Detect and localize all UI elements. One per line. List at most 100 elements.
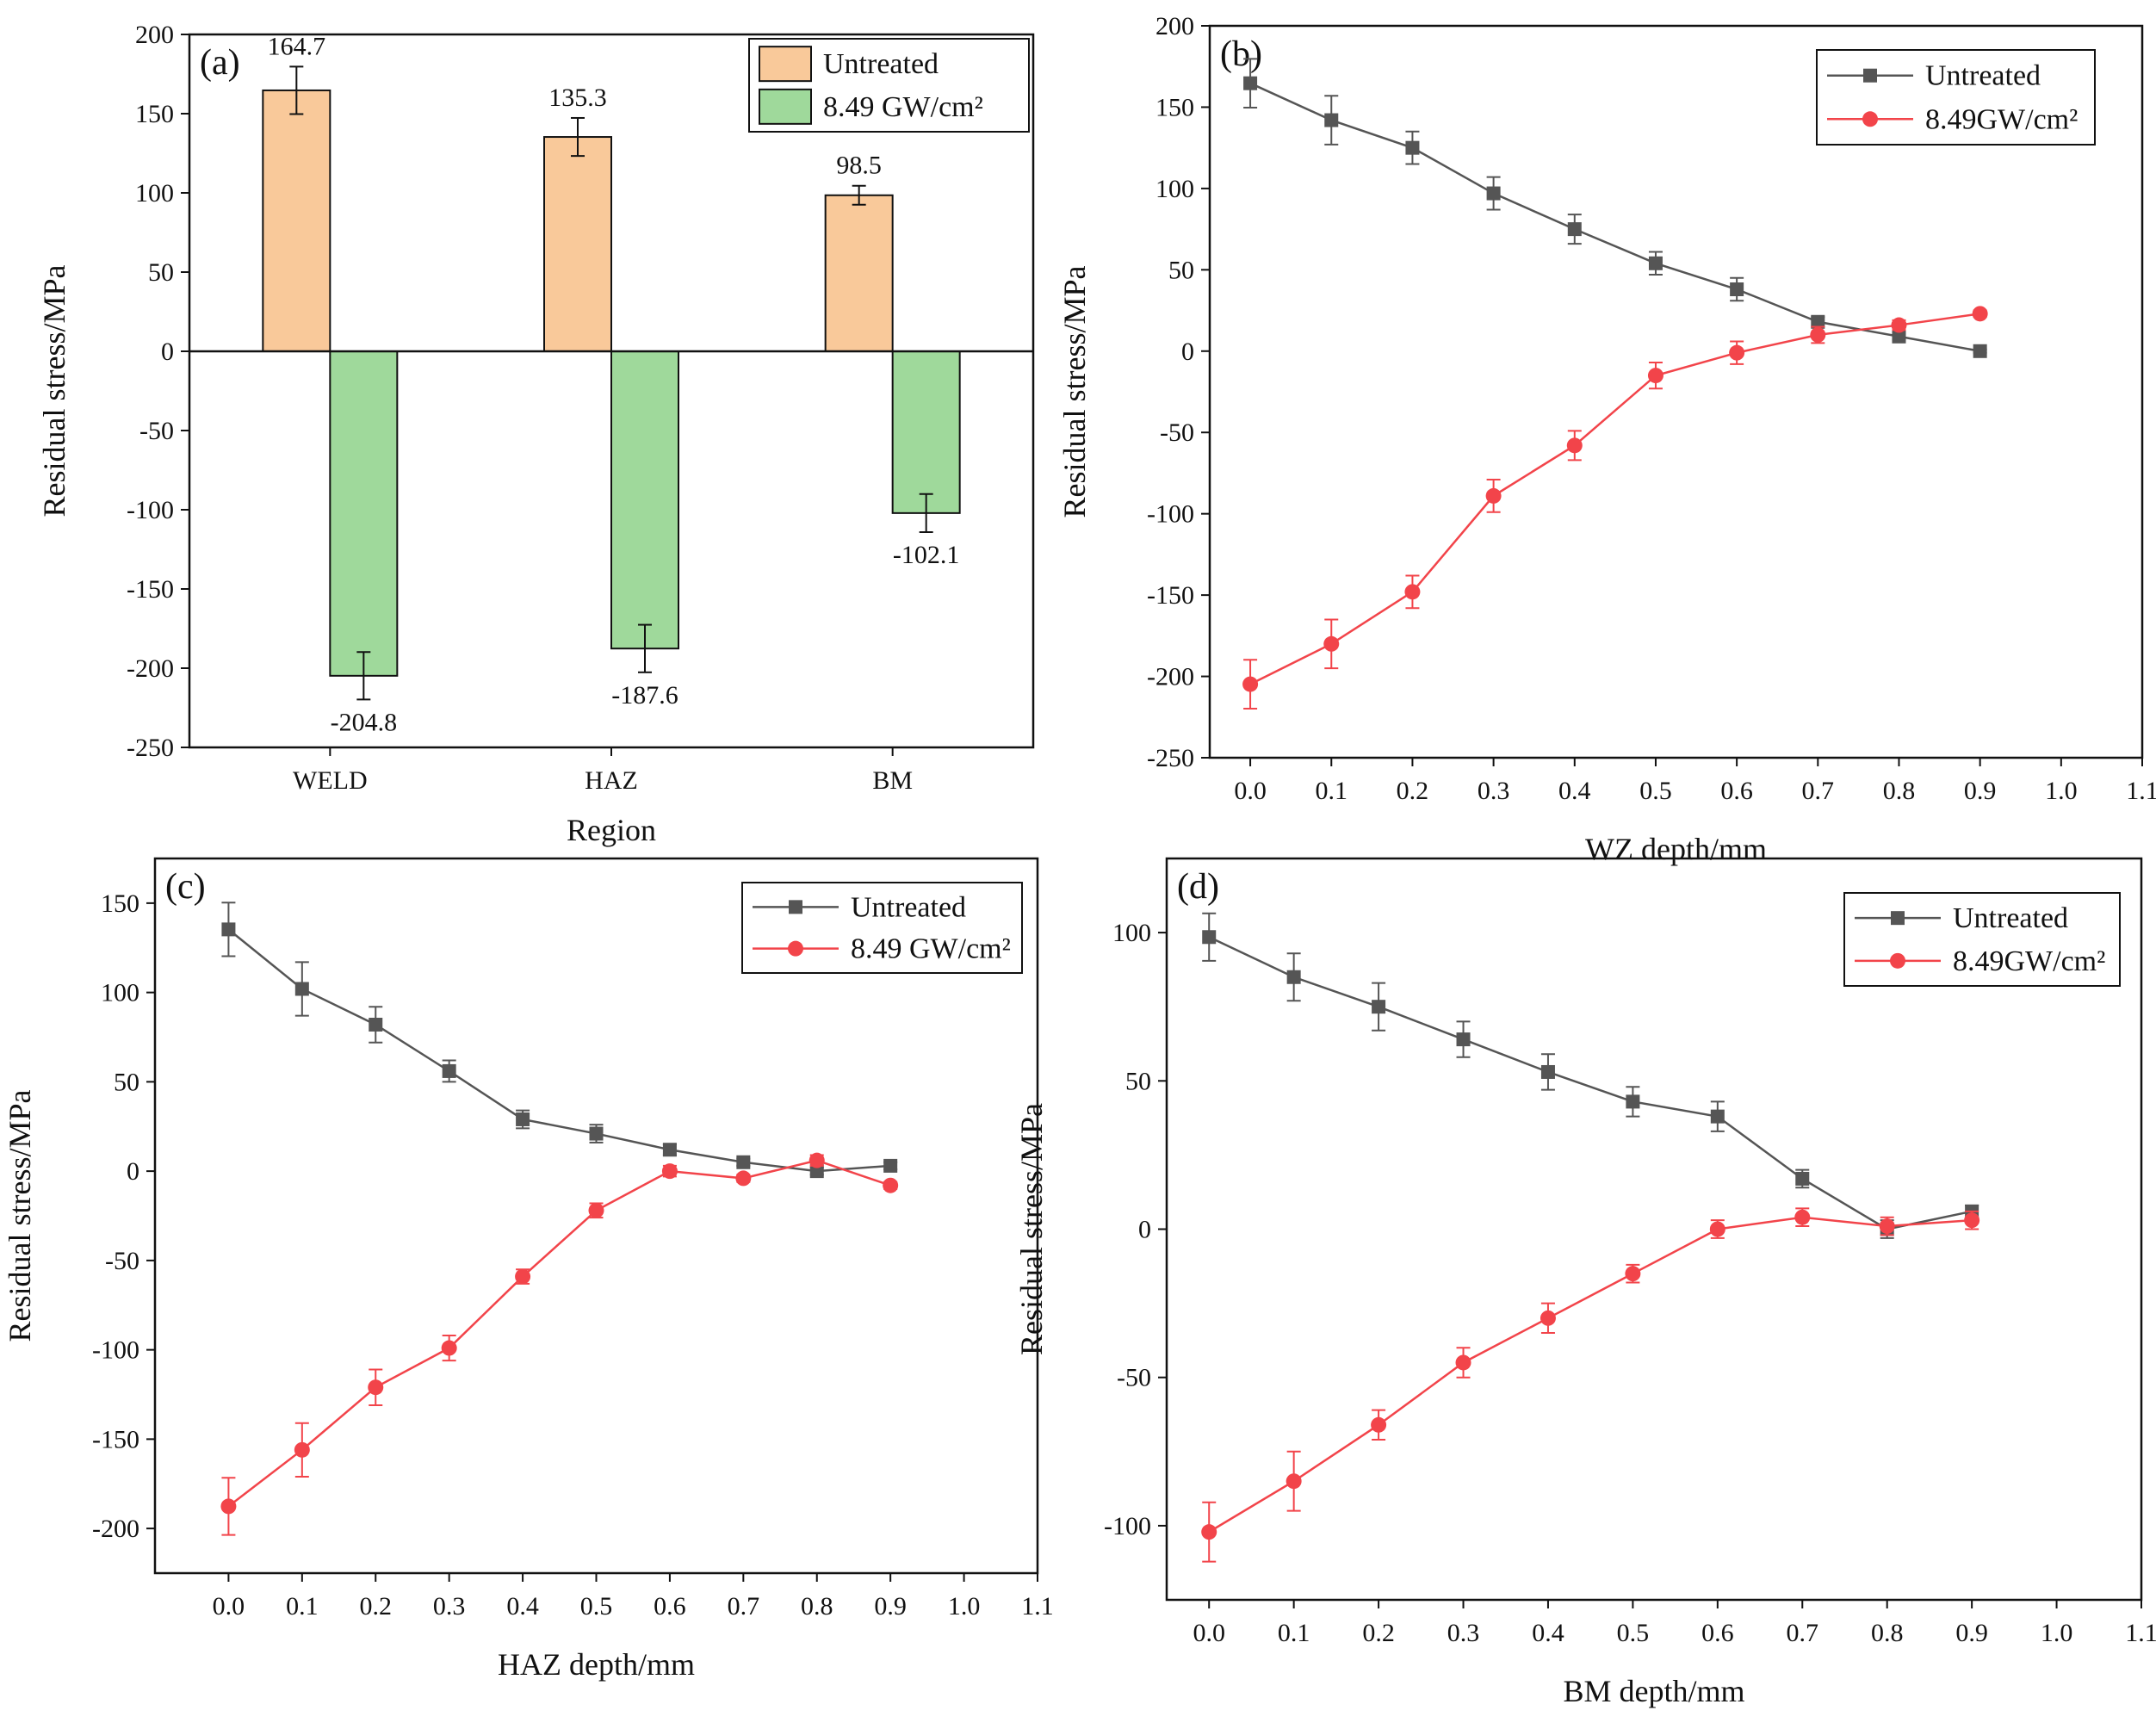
legend-label: 8.49GW/cm²: [1953, 945, 2105, 977]
data-point-treated: [588, 1202, 604, 1218]
panel-a-bar-chart: -250 -200 -150 -100 -50 0 50 100 150 200 Residual …: [37, 21, 1035, 847]
x-tick-label: 0.3: [1478, 777, 1510, 805]
y-axis-label: Residual stress/MPa: [1014, 1103, 1049, 1355]
data-point-treated: [1972, 306, 1988, 322]
panel-d-line-chart: -100 -50 0 50 100 Residual stress/MPa (d) BM de…: [1014, 857, 2156, 1708]
data-label: 135.3: [548, 84, 607, 112]
category-label: WELD: [293, 766, 368, 795]
data-point-treated: [808, 1152, 825, 1168]
bar-untreated: [262, 89, 331, 353]
x-axis-label: WZ depth/mm: [1585, 832, 1767, 866]
data-point-untreated: [1202, 930, 1217, 945]
y-tick-label: -50: [1117, 1364, 1151, 1392]
data-point-treated: [1879, 1218, 1895, 1235]
data-point-treated: [1964, 1212, 1980, 1229]
y-tick-label: -250: [1147, 744, 1194, 772]
x-tick-label: 0.2: [1397, 777, 1429, 805]
x-tick-label: 0.6: [1720, 777, 1753, 805]
data-point-treated: [1566, 437, 1583, 454]
data-label: -102.1: [893, 541, 960, 569]
data-point-treated: [220, 1498, 237, 1515]
data-point-treated: [1891, 317, 1907, 333]
data-point-untreated: [1540, 1064, 1555, 1079]
y-tick-label: 50: [114, 1068, 139, 1096]
x-tick-label: 0.4: [1532, 1619, 1564, 1647]
data-point-treated: [368, 1379, 384, 1396]
data-label: -204.8: [331, 708, 398, 736]
data-point-untreated: [1973, 344, 1987, 358]
bar-treated: [610, 350, 679, 650]
data-point-treated: [1242, 676, 1259, 692]
data-point-treated: [883, 1177, 899, 1193]
y-tick-label: 200: [135, 21, 174, 49]
category-label: BM: [872, 766, 913, 795]
x-tick-label: 0.0: [213, 1592, 245, 1621]
bar-treated: [329, 350, 399, 677]
plot-frame: [1208, 24, 2144, 759]
series-line-treated: [1208, 1216, 1973, 1534]
data-point-untreated: [1286, 970, 1301, 984]
x-tick-label: 0.8: [801, 1592, 833, 1621]
x-tick-label: 0.6: [654, 1592, 686, 1621]
data-point-untreated: [1456, 1032, 1471, 1047]
y-tick-label: -100: [127, 496, 174, 524]
y-tick-label: 50: [1125, 1067, 1151, 1095]
data-point-treated: [735, 1170, 752, 1187]
y-tick-label: 150: [1155, 93, 1194, 121]
legend-box: [1843, 892, 2121, 987]
x-axis-label: BM depth/mm: [1563, 1674, 1744, 1708]
data-point-treated: [1323, 635, 1340, 652]
data-point-untreated: [662, 1143, 677, 1157]
series-line-untreated: [1208, 936, 1973, 1230]
x-tick-label: 1.1: [2126, 777, 2156, 805]
legend-marker: [789, 900, 802, 914]
y-tick-label: 200: [1155, 12, 1194, 40]
y-tick-label: -50: [139, 417, 174, 445]
x-tick-label: 1.1: [1021, 1592, 1054, 1621]
x-tick-label: 0.9: [1964, 777, 1997, 805]
x-tick-label: 0.2: [1362, 1619, 1395, 1647]
x-tick-label: 0.5: [580, 1592, 613, 1621]
data-point-treated: [1709, 1221, 1725, 1237]
legend-label: Untreated: [851, 891, 966, 923]
panel-c-line-chart: -200 -150 -100 -50 0 50 100 150 Residual stress/…: [3, 857, 1054, 1682]
legend-label: Untreated: [1925, 60, 2041, 92]
y-tick-label: -200: [127, 654, 174, 683]
y-tick-label: 150: [135, 100, 174, 128]
data-point-untreated: [1730, 282, 1744, 296]
data-point-treated: [1647, 368, 1663, 384]
y-axis-label: Residual stress/MPa: [37, 264, 71, 517]
legend-label: Untreated: [823, 48, 939, 80]
x-tick-label: 0.6: [1701, 1619, 1734, 1647]
y-tick-label: 0: [161, 338, 174, 366]
bar-untreated: [824, 194, 894, 352]
legend-box: [1816, 49, 2096, 146]
x-axis-label: Region: [567, 813, 656, 847]
x-tick-label: 1.0: [2041, 1619, 2073, 1647]
data-label: 98.5: [836, 152, 882, 180]
legend-marker: [1891, 911, 1905, 926]
data-point-treated: [1540, 1310, 1556, 1326]
data-point-treated: [661, 1163, 678, 1180]
x-tick-label: 0.3: [1447, 1619, 1480, 1647]
y-tick-label: 100: [101, 979, 139, 1007]
legend-marker: [1862, 111, 1878, 127]
y-tick-label: 100: [1112, 919, 1151, 947]
data-point-untreated: [1626, 1094, 1640, 1109]
bar-untreated: [543, 136, 612, 352]
data-point-untreated: [1811, 314, 1825, 329]
y-tick-label: -50: [1160, 418, 1194, 447]
data-point-untreated: [809, 1164, 824, 1179]
data-point-untreated: [589, 1126, 604, 1141]
series-line-untreated: [227, 928, 891, 1173]
data-point-treated: [1810, 326, 1826, 343]
y-tick-label: 100: [135, 179, 174, 208]
y-tick-label: -100: [1147, 500, 1194, 529]
bar-treated: [891, 350, 961, 514]
data-point-untreated: [1795, 1171, 1810, 1186]
x-tick-label: 1.1: [2125, 1619, 2156, 1647]
x-tick-label: 0.0: [1193, 1619, 1225, 1647]
panel-label: (a): [200, 43, 240, 83]
x-tick-label: 0.2: [360, 1592, 393, 1621]
